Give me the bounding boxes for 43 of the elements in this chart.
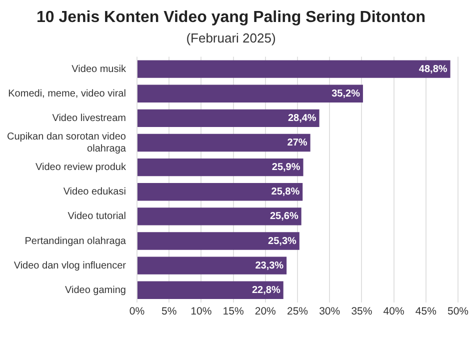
x-tick-label: 20%: [254, 306, 276, 318]
y-tick-label: Pertandingan olahraga: [24, 236, 126, 247]
bar: [137, 158, 304, 176]
bar: [137, 134, 310, 152]
y-tick-label: Video edukasi: [63, 186, 126, 198]
data-label: 48,8%: [418, 64, 448, 75]
y-tick-label: Video tutorial: [68, 211, 126, 222]
data-label: 35,2%: [332, 88, 360, 100]
x-tick-label: 5%: [161, 306, 177, 318]
x-tick-label: 35%: [351, 306, 372, 318]
x-tick-label: 25%: [286, 306, 308, 318]
x-tick-label: 30%: [319, 306, 340, 318]
y-tick-label: Video livestream: [52, 112, 126, 124]
chart-title: 10 Jenis Konten Video yang Paling Sering Ditonton: [36, 9, 426, 26]
bar: [137, 84, 363, 102]
y-tick-label: Video gaming: [64, 284, 126, 296]
x-tick-label: 10%: [190, 306, 212, 318]
y-tick-label: Video musik: [72, 64, 127, 75]
x-tick-label: 50%: [447, 306, 469, 318]
y-tick-label: Video dan vlog influencer: [14, 260, 127, 272]
y-tick-label: Cupikan dan sorotan video olahraga: [6, 132, 126, 155]
data-label: 27%: [287, 138, 308, 149]
bar: [137, 109, 320, 128]
data-label: 25,9%: [272, 162, 300, 174]
data-label: 23,3%: [255, 260, 284, 272]
x-tick-label: 40%: [383, 306, 404, 318]
data-label: 28,4%: [288, 112, 316, 124]
bar: [137, 281, 284, 299]
data-label: 25,6%: [270, 211, 298, 222]
y-tick-label: Video review produk: [36, 162, 127, 174]
chart-subtitle: (Februari 2025): [186, 30, 276, 46]
bar: [137, 232, 300, 250]
data-label: 25,8%: [271, 186, 300, 198]
x-tick-label: 15%: [222, 306, 244, 318]
bar: [137, 208, 302, 226]
bar: [137, 183, 303, 201]
y-tick-label: Komedi, meme, video viral: [8, 88, 126, 100]
x-tick-label: 45%: [415, 306, 436, 318]
data-label: 25,3%: [268, 236, 297, 247]
bar: [137, 256, 287, 274]
data-label: 22,8%: [252, 284, 280, 296]
x-tick-label: 0%: [129, 306, 145, 318]
bar: [137, 60, 450, 78]
